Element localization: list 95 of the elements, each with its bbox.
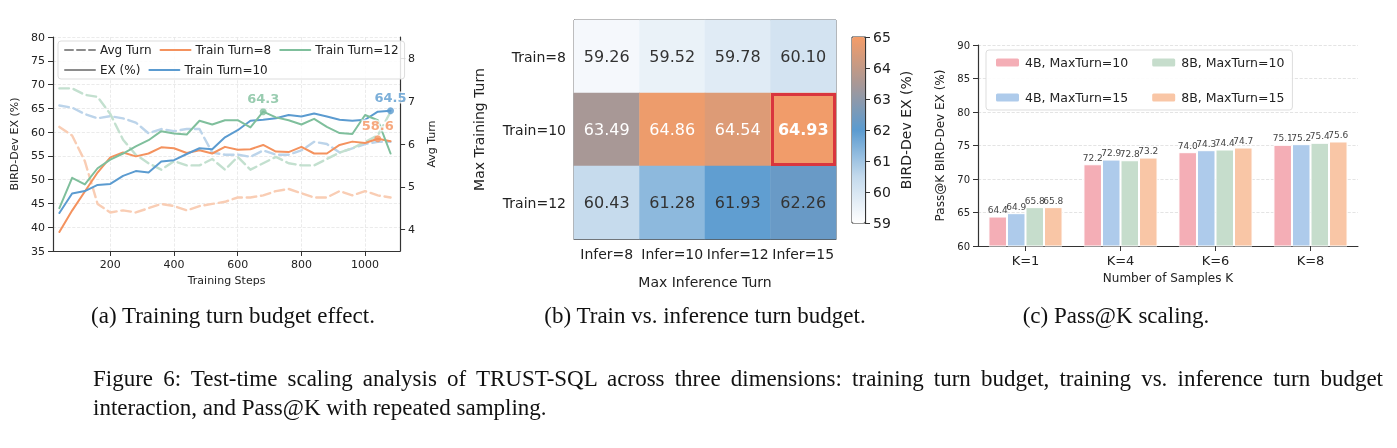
color-bar-label: 61 bbox=[873, 153, 891, 169]
y-axis-title: BIRD-Dev EX (%) bbox=[8, 97, 22, 191]
data-label: 75.1 bbox=[1272, 133, 1293, 144]
data-label: 64.4 bbox=[987, 205, 1008, 216]
line-series bbox=[58, 135, 392, 233]
y-tick-label: 35 bbox=[31, 244, 45, 258]
data-label: 75.6 bbox=[1328, 129, 1349, 140]
data-label: 62.26 bbox=[780, 193, 827, 212]
y-tick-label: Train=12 bbox=[501, 194, 566, 211]
line-series bbox=[58, 104, 392, 159]
x-tick-label: K=8 bbox=[1296, 253, 1325, 268]
y-tick-label: 75 bbox=[31, 54, 45, 68]
data-label: 59.52 bbox=[649, 47, 696, 66]
data-label: 74.4 bbox=[1214, 138, 1236, 149]
y-tick-label: Train=10 bbox=[501, 121, 566, 138]
x-tick-label: 800 bbox=[290, 258, 312, 271]
data-label: 59.78 bbox=[714, 47, 761, 66]
y-tick-label: 85 bbox=[957, 73, 970, 84]
annotation: 64.3 bbox=[247, 91, 280, 107]
data-label: 61.93 bbox=[714, 193, 761, 212]
x-axis-title: Max Inference Turn bbox=[638, 274, 772, 290]
legend-label: Train Turn=12 bbox=[314, 43, 399, 57]
y-tick-label: 55 bbox=[31, 149, 45, 163]
point bbox=[374, 135, 382, 143]
data-label: 61.28 bbox=[649, 193, 696, 212]
data-label: 72.2 bbox=[1082, 152, 1103, 163]
x-tick-label: 200 bbox=[99, 258, 121, 271]
y-tick-label: 45 bbox=[31, 196, 45, 210]
y-tick-label: 75 bbox=[957, 140, 970, 151]
color-bar-label: 62 bbox=[873, 122, 891, 138]
caption: Figure 6: Test-time scaling analysis of TRUST-SQL across three dimensions: training turn budget, training vs. inference turn budget interaction, and Pass@K with repeated sampling. bbox=[93, 365, 1383, 422]
data-label: 64.54 bbox=[714, 120, 761, 139]
y-tick-label: 80 bbox=[957, 106, 970, 118]
data-label: 63.49 bbox=[583, 120, 630, 139]
y-axis-title: Max Training Turn bbox=[471, 68, 487, 191]
y-tick-label: 60 bbox=[31, 125, 45, 139]
data-label: 73.2 bbox=[1138, 146, 1159, 157]
color-bar-label: 64 bbox=[873, 60, 891, 76]
x-tick-label: K=4 bbox=[1106, 253, 1135, 268]
legend-label: 4B, MaxTurn=10 bbox=[1025, 55, 1129, 70]
y-axis-title: Pass@K BIRD-Dev EX (%) bbox=[933, 69, 948, 222]
x-tick-label: 600 bbox=[227, 258, 249, 271]
legend-label: 4B, MaxTurn=15 bbox=[1025, 90, 1129, 105]
legend-label: Train Turn=8 bbox=[194, 43, 272, 57]
legend-label: 8B, MaxTurn=15 bbox=[1181, 90, 1285, 105]
y-tick-label: 65 bbox=[31, 101, 45, 115]
data-label: 65.8 bbox=[1043, 195, 1064, 206]
color-bar-label: 60 bbox=[873, 184, 891, 200]
data-label: 64.86 bbox=[649, 120, 696, 139]
point bbox=[259, 108, 267, 116]
y-tick-label: 70 bbox=[31, 78, 45, 92]
x-tick-label: Infer=12 bbox=[706, 246, 769, 262]
y-tick-label: 80 bbox=[31, 30, 45, 44]
color-bar-label: 59 bbox=[873, 215, 891, 231]
x-tick-label: K=6 bbox=[1201, 253, 1230, 268]
data-label: 60.43 bbox=[583, 193, 630, 212]
color-bar-label: 65 bbox=[873, 29, 891, 45]
x-tick-label: 1000 bbox=[351, 258, 380, 271]
y2-tick-label: 6 bbox=[408, 137, 416, 151]
y2-tick-label: 8 bbox=[408, 51, 416, 65]
text: (c) Pass@K scaling. bbox=[1022, 303, 1210, 328]
text: (a) Training turn budget effect. bbox=[90, 303, 376, 329]
legend-label: Train Turn=10 bbox=[183, 63, 268, 77]
y2-axis-title: Avg Turn bbox=[425, 120, 438, 168]
x-axis-title: Training Steps bbox=[186, 273, 266, 287]
x-tick-label: 400 bbox=[163, 258, 185, 271]
color-bar-label: 63 bbox=[873, 91, 891, 107]
y2-tick-label: 4 bbox=[408, 223, 416, 237]
data-label: 74.7 bbox=[1233, 136, 1254, 147]
y-tick-label: Train=8 bbox=[510, 48, 566, 65]
x-axis-title: Number of Samples K bbox=[1102, 270, 1235, 285]
legend-label: 8B, MaxTurn=10 bbox=[1181, 55, 1285, 70]
y-tick-label: 90 bbox=[957, 39, 970, 51]
data-label: 64.93 bbox=[777, 120, 829, 139]
legend-label: EX (%) bbox=[100, 63, 141, 77]
y-tick-label: 40 bbox=[31, 220, 45, 234]
data-label: 59.26 bbox=[583, 47, 630, 66]
x-tick-label: Infer=15 bbox=[772, 246, 835, 262]
y-tick-label: 70 bbox=[957, 173, 970, 185]
legend-label: Avg Turn bbox=[100, 43, 152, 57]
y2-tick-label: 5 bbox=[408, 180, 416, 194]
data-label: 60.10 bbox=[780, 47, 827, 66]
y-tick-label: 50 bbox=[31, 173, 45, 187]
x-tick-label: Infer=8 bbox=[580, 246, 634, 262]
y-tick-label: 60 bbox=[957, 240, 970, 252]
x-tick-label: Infer=10 bbox=[641, 246, 704, 262]
color-bar-title: BIRD-Dev EX (%) bbox=[898, 70, 914, 190]
y2-tick-label: 7 bbox=[408, 94, 416, 108]
data-label: 72.9 bbox=[1101, 148, 1122, 159]
data-label: 72.8 bbox=[1119, 148, 1141, 159]
x-tick-label: K=1 bbox=[1011, 253, 1040, 268]
y-tick-label: 65 bbox=[957, 207, 970, 218]
point bbox=[387, 107, 395, 115]
text: (b) Train vs. inference turn budget. bbox=[543, 303, 867, 329]
data-label: 74.0 bbox=[1177, 140, 1198, 151]
